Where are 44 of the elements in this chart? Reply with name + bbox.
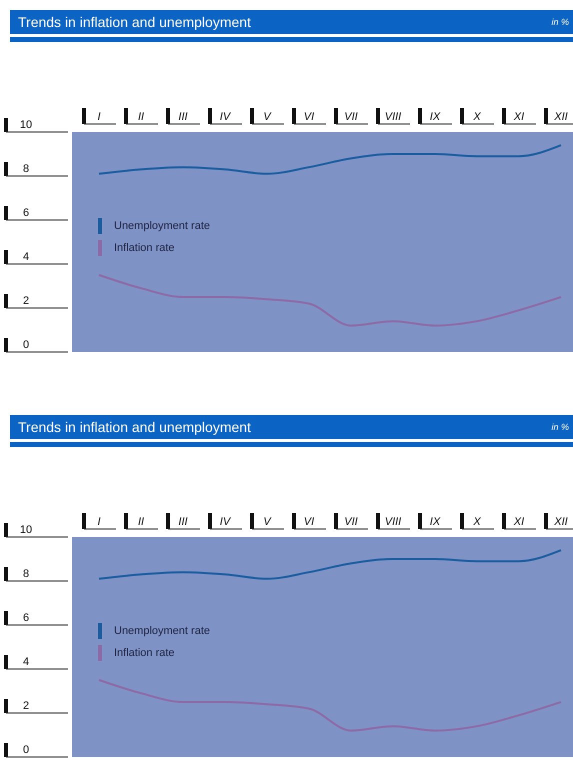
x-tick-label: XII: [553, 111, 568, 123]
x-tick-label: VIII: [384, 516, 402, 528]
y-tick-label: 8: [22, 568, 30, 580]
x-tick-label: II: [138, 111, 144, 123]
x-tick-label: XI: [512, 111, 524, 123]
y-tick-label: 2: [22, 700, 30, 712]
x-tick-label: V: [263, 516, 272, 528]
x-tick-label: X: [472, 516, 482, 528]
x-tick-label: X: [472, 111, 482, 123]
y-tick-label: 2: [22, 295, 30, 307]
y-tick-label: 4: [22, 251, 30, 263]
legend-label: Inflation rate: [114, 647, 175, 659]
x-tick-label: IV: [220, 111, 232, 123]
x-tick-label: VIII: [384, 111, 402, 123]
legend-label: Unemployment rate: [114, 220, 210, 232]
x-tick-label: VI: [304, 111, 314, 123]
y-tick-label: 6: [22, 207, 30, 219]
x-tick-label: II: [138, 516, 144, 528]
x-tick-label: IV: [220, 516, 232, 528]
x-tick-label: I: [97, 516, 101, 528]
x-tick-label: VII: [344, 516, 358, 528]
y-tick-label: 0: [22, 744, 30, 756]
x-tick-label: VI: [304, 516, 314, 528]
y-tick-label: 10: [20, 119, 32, 131]
y-tick-label: 0: [22, 339, 30, 351]
chart-subtitle: in %: [551, 422, 569, 432]
x-tick-label: IX: [430, 111, 441, 123]
x-tick-label: V: [263, 111, 272, 123]
x-tick-label: VII: [344, 111, 358, 123]
x-tick-label: III: [178, 111, 188, 123]
chart-subtitle: in %: [551, 17, 569, 27]
y-tick-label: 4: [22, 656, 30, 668]
x-tick-label: XII: [553, 516, 568, 528]
legend-label: Inflation rate: [114, 242, 175, 254]
x-tick-label: I: [97, 111, 101, 123]
y-tick-label: 10: [20, 524, 32, 536]
x-tick-label: III: [178, 516, 188, 528]
y-tick-label: 8: [22, 163, 30, 175]
legend-label: Unemployment rate: [114, 625, 210, 637]
x-tick-label: IX: [430, 516, 441, 528]
chart-title: Trends in inflation and unemployment: [18, 419, 251, 435]
x-tick-label: XI: [512, 516, 524, 528]
chart-title: Trends in inflation and unemployment: [18, 14, 251, 30]
y-tick-label: 6: [22, 612, 30, 624]
